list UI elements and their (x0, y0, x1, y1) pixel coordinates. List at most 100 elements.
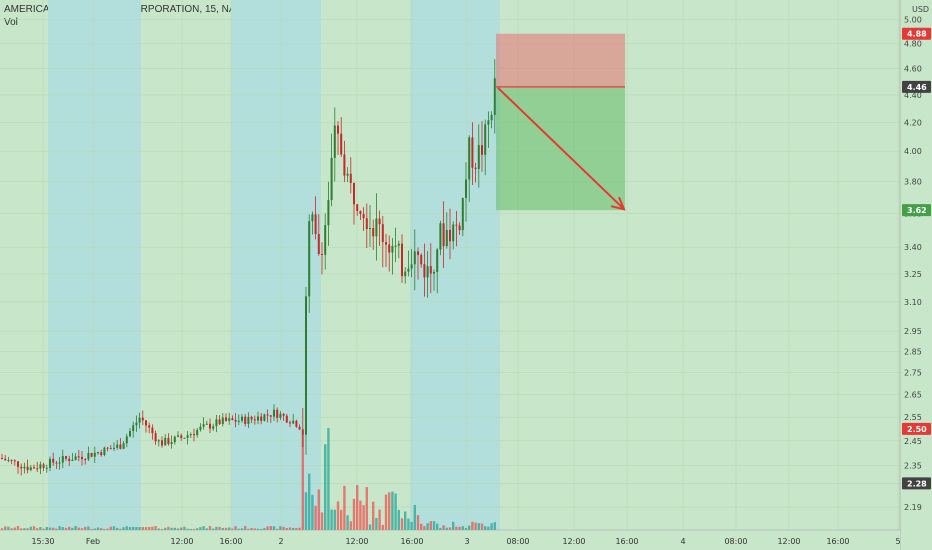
volume-bar (144, 527, 148, 530)
candle (257, 411, 259, 425)
candle (228, 412, 231, 425)
candle-body (45, 467, 48, 469)
candle-body (420, 254, 423, 265)
candle-body (129, 431, 131, 437)
candle-body (36, 468, 39, 470)
price-tag-stop: 4.88 (902, 27, 931, 40)
price-tag-value: 4.46 (907, 83, 927, 92)
volume-bar (119, 528, 122, 530)
volume-bar (263, 528, 266, 530)
volume-bar (84, 526, 87, 530)
volume-bar (61, 527, 64, 530)
candle (289, 420, 291, 428)
time-tick-label: 3 (464, 537, 469, 546)
price-tick-label: 2.75 (904, 369, 922, 378)
candle (189, 432, 192, 439)
volume-bar (288, 527, 292, 530)
candle-body (17, 461, 19, 467)
volume-bar (52, 527, 55, 530)
candle (455, 210, 458, 247)
candle (324, 213, 327, 270)
volume-bar (250, 528, 253, 530)
candle-body (327, 200, 330, 226)
candle (244, 414, 247, 427)
volume-bar (112, 526, 116, 530)
volume-bar (324, 444, 327, 530)
candle (61, 449, 64, 469)
candle-body (340, 133, 343, 155)
candle (132, 421, 135, 438)
candle-body (388, 244, 391, 253)
candle (337, 121, 339, 156)
candle (273, 404, 275, 421)
candle (33, 464, 35, 469)
volume-bar (308, 473, 311, 530)
price-tick-label: 2.55 (904, 413, 922, 422)
volume-bar (36, 528, 39, 530)
volume-bar (240, 528, 244, 530)
session-band-0 (48, 0, 141, 530)
projection-arrow-head (610, 196, 626, 211)
volume-bar (132, 527, 135, 530)
short-position-tool[interactable] (496, 33, 626, 211)
candle (420, 253, 423, 268)
candle-body (436, 249, 439, 272)
price-tick-label: 2.65 (904, 390, 922, 399)
volume-indicator-label[interactable]: Vol (4, 17, 18, 28)
candle-body (493, 78, 496, 115)
price-tick-label: 2.19 (904, 503, 922, 512)
volume-bar (407, 518, 410, 530)
candle (138, 412, 141, 429)
candle-body (266, 414, 269, 416)
time-axis[interactable]: 15:30 Feb 12:00 16:00 2 12:00 16:00 3 08:00 12:00… (0, 529, 901, 550)
candle-body (177, 435, 179, 437)
candle-body (285, 415, 288, 423)
volume-bar (311, 494, 314, 530)
volume-bar (397, 509, 400, 530)
candle-body (365, 218, 368, 229)
volume-bar (304, 492, 308, 530)
volume-bar (439, 527, 442, 530)
price-axis[interactable]: USD5.004.804.604.404.204.003.803.603.403… (899, 0, 932, 550)
volume-bar (298, 527, 301, 530)
candle-body (279, 413, 282, 418)
volume-bar (48, 527, 52, 530)
candle-body (173, 436, 176, 443)
candle (20, 463, 23, 476)
candle (436, 248, 439, 294)
candle-body (452, 224, 455, 242)
candle (141, 410, 144, 426)
candle (129, 427, 131, 438)
volume-bar (100, 528, 103, 530)
volume-bar (212, 528, 215, 530)
candle-body (490, 114, 493, 121)
volume-bar (279, 526, 282, 530)
candle-body (481, 145, 483, 155)
candle (353, 182, 355, 225)
candle-body (167, 437, 170, 445)
candle (193, 428, 195, 442)
candle (372, 219, 375, 250)
candle-body (289, 422, 291, 424)
candle-body (337, 125, 339, 134)
volume-bar (346, 515, 349, 530)
volume-bar (253, 528, 256, 530)
candle (52, 452, 55, 467)
candle-body (346, 173, 349, 176)
price-tick-label: 3.25 (904, 270, 922, 279)
candle (45, 464, 48, 473)
candle (340, 117, 343, 157)
volume-bar (45, 527, 48, 530)
candle-body (145, 420, 147, 426)
candle (429, 243, 432, 294)
candle (493, 59, 496, 134)
candle (113, 442, 115, 452)
candle-body (375, 218, 378, 237)
candle-body (212, 426, 215, 429)
volume-bar (96, 527, 100, 530)
candle-body (417, 251, 419, 255)
candle (180, 433, 183, 441)
volume-bar (180, 527, 183, 530)
candle-body (458, 225, 461, 231)
